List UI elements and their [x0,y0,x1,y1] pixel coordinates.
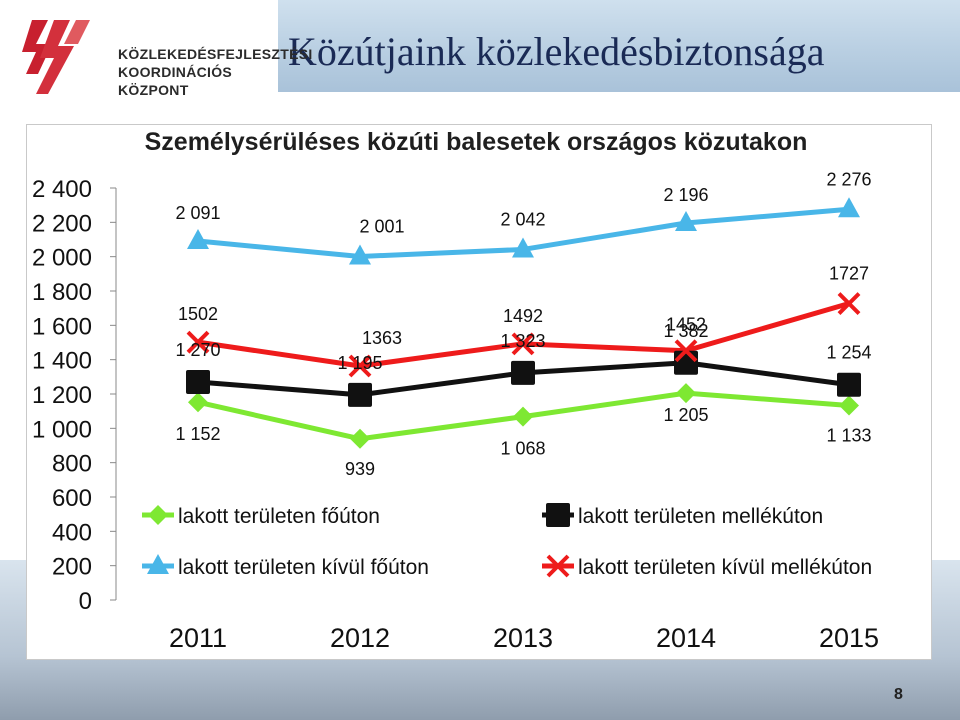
logo-line-2: KOORDINÁCIÓS [118,64,233,80]
series-markers [186,197,861,449]
y-tick-label: 2 200 [32,210,92,237]
y-axis: 0 200 400 600 800 1 000 1 200 1 400 1 600 1 800 2 … [32,176,116,615]
data-label-green: 1 133 [826,426,871,446]
data-label-blue: 2 042 [500,209,545,229]
page-title: Közútjaink közlekedésbiztonsága [288,29,825,74]
chart-title: Személysérüléses közúti balesetek ország… [145,128,808,156]
legend-swatch-marker [546,503,570,527]
data-label-green: 1 152 [175,424,220,444]
data-point-black [348,382,372,407]
data-point-red [511,332,535,356]
kkk-logo-icon [22,20,90,94]
legend-item-black: lakott területen mellékúton [542,503,823,528]
x-axis: 2011 2012 2013 2014 2015 [169,623,879,653]
y-tick-label: 0 [79,588,92,615]
y-tick-label: 200 [52,554,92,581]
legend-item-red: lakott területen kívül mellékúton [542,554,872,579]
data-label-blue: 2 001 [359,216,404,236]
data-label-red: 1727 [829,264,869,284]
data-point-red [837,292,861,315]
data-point-black [837,372,861,397]
data-point-blue [838,197,860,218]
data-point-red [348,354,372,378]
x-tick-label: 2014 [656,623,716,653]
y-tick-label: 1 200 [32,382,92,409]
y-tick-label: 1 800 [32,279,92,306]
data-label-green: 939 [345,459,375,479]
data-labels: 1 152 939 1 068 1 205 1 133 1 270 1 195 1 323 1 … [175,169,871,479]
data-point-black [511,360,535,385]
data-point-black [186,369,210,394]
y-tick-label: 2 000 [32,245,92,272]
data-label-black: 1 382 [663,321,708,341]
data-point-green [676,383,696,404]
data-point-blue [187,229,209,250]
data-label-red: 1502 [178,304,218,324]
data-label-black: 1 323 [500,331,545,351]
legend-label: lakott területen mellékúton [578,505,823,528]
data-point-red [674,339,698,363]
y-tick-label: 1 600 [32,313,92,340]
x-tick-label: 2015 [819,623,879,653]
data-point-black [674,350,698,375]
data-point-green [513,406,533,427]
logo-line-3: KÖZPONT [118,82,189,98]
data-label-red: 1492 [503,306,543,326]
x-tick-label: 2011 [169,623,227,653]
y-tick-label: 800 [52,451,92,478]
legend-label: lakott területen kívül mellékúton [578,556,872,579]
x-tick-label: 2012 [330,623,390,653]
y-tick-label: 1 000 [32,416,92,443]
data-label-black: 1 195 [337,353,382,373]
legend-swatch-marker [147,554,169,574]
legend-item-green: lakott területen főúton [142,505,380,528]
data-point-blue [349,244,371,265]
y-tick-label: 2 400 [32,176,92,203]
x-tick-label: 2013 [493,623,553,653]
data-label-blue: 2 196 [663,185,708,205]
legend-swatch-marker [148,505,168,525]
data-point-blue [675,211,697,232]
data-label-blue: 2 276 [826,169,871,189]
data-point-red [186,330,210,354]
legend-label: lakott területen főúton [178,505,380,528]
page-number: 8 [894,686,903,703]
data-point-blue [512,237,534,258]
data-label-red: 1452 [666,315,706,335]
data-label-green: 1 205 [663,405,708,425]
data-label-green: 1 068 [500,439,545,459]
y-tick-label: 400 [52,519,92,546]
legend-label: lakott területen kívül főúton [178,556,429,579]
data-point-green [350,428,370,449]
legend-item-blue: lakott területen kívül főúton [142,554,429,579]
logo: KÖZLEKEDÉSFEJLESZTÉSI KOORDINÁCIÓS KÖZPO… [18,14,312,100]
header-band [278,0,960,92]
data-point-green [188,392,208,413]
data-label-black: 1 254 [826,343,871,363]
data-point-green [839,395,859,416]
y-tick-label: 1 400 [32,348,92,375]
y-tick-label: 600 [52,485,92,512]
data-label-red: 1363 [362,328,402,348]
data-label-black: 1 270 [175,340,220,360]
legend: lakott területen főúton lakott területen … [142,503,872,579]
legend-swatch-marker [546,554,570,578]
data-label-blue: 2 091 [175,203,220,223]
logo-line-1: KÖZLEKEDÉSFEJLESZTÉSI [118,46,313,62]
